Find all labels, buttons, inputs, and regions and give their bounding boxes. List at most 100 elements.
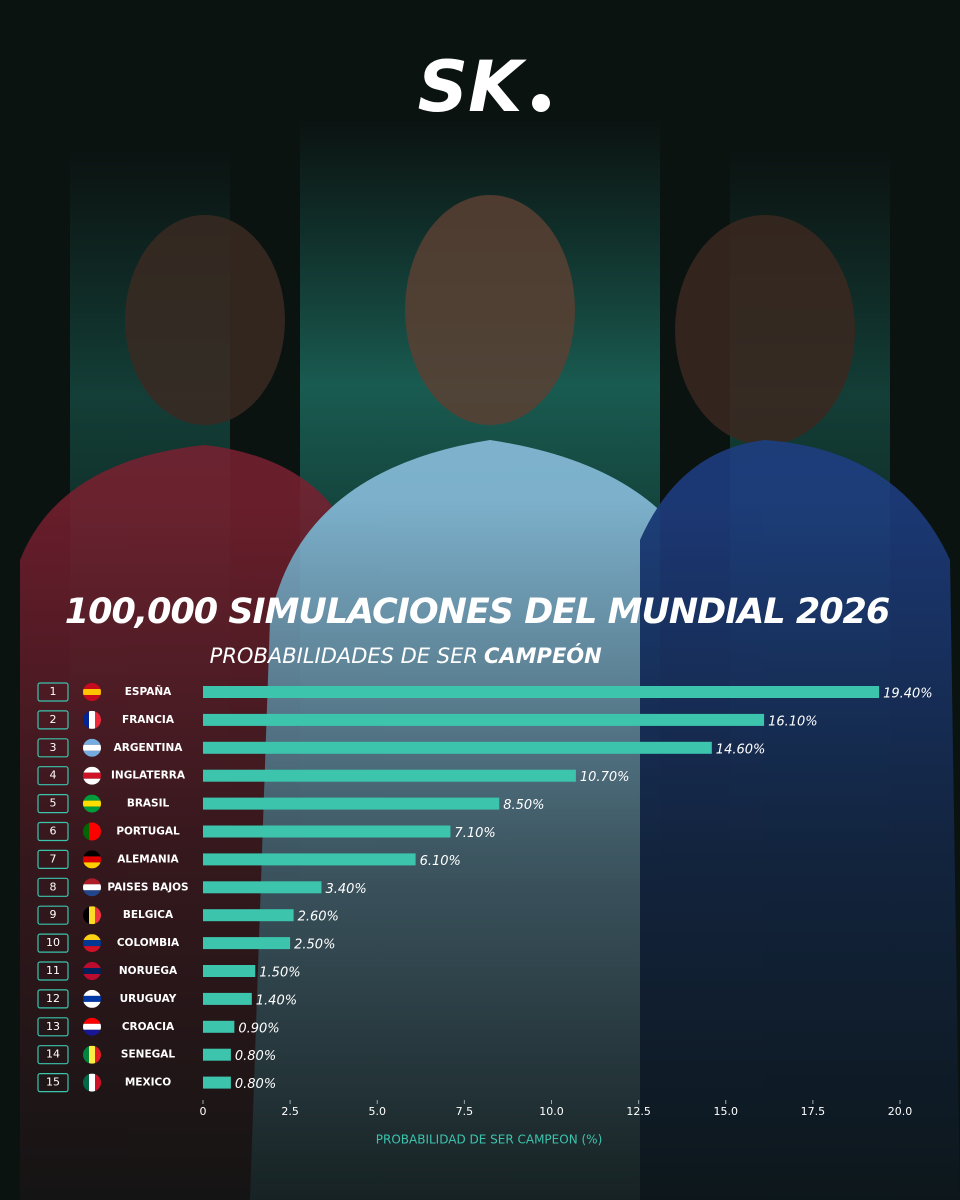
flag-stripe bbox=[83, 906, 89, 925]
rank-box bbox=[37, 849, 69, 870]
category-label: NORUEGA bbox=[119, 965, 178, 977]
flag-stripe bbox=[83, 884, 101, 891]
x-tick-label: 10.0 bbox=[539, 1105, 564, 1118]
flag bbox=[83, 683, 101, 701]
flag-stripe bbox=[83, 750, 101, 757]
chart-subtitle-emphasis: CAMPEÓN bbox=[484, 643, 602, 668]
rank-box bbox=[37, 1072, 69, 1093]
x-tick-label: 17.5 bbox=[801, 1105, 826, 1118]
value-label: 14.60% bbox=[716, 742, 766, 757]
x-tick-label: 12.5 bbox=[626, 1105, 651, 1118]
flag-stripe bbox=[83, 710, 89, 729]
rank-box bbox=[37, 933, 69, 953]
value-label: 2.60% bbox=[298, 910, 339, 925]
value-label: 2.50% bbox=[294, 938, 335, 953]
rank-box bbox=[37, 905, 69, 925]
x-axis-label: PROBABILIDAD DE SER CAMPEON (%) bbox=[376, 1133, 603, 1147]
bar bbox=[203, 1048, 231, 1061]
flag-stripe bbox=[83, 995, 101, 1002]
flag-stripe bbox=[83, 794, 101, 801]
logo-dot bbox=[532, 94, 550, 112]
flag-stripe bbox=[83, 738, 101, 745]
bar bbox=[203, 797, 500, 810]
flag-stripe bbox=[83, 800, 101, 807]
rank-box bbox=[37, 1045, 69, 1065]
category-label: CROACIA bbox=[122, 1021, 175, 1033]
flag bbox=[83, 822, 101, 841]
flag-stripe bbox=[83, 744, 101, 751]
flag-stripe bbox=[83, 856, 101, 863]
category-label: BRASIL bbox=[127, 798, 170, 810]
flag-stripe bbox=[83, 878, 101, 885]
flag-stripe bbox=[95, 906, 101, 925]
flag-stripe bbox=[83, 806, 101, 813]
x-tick-label: 7.5 bbox=[456, 1105, 474, 1118]
flag-stripe bbox=[83, 1045, 89, 1064]
rank-box bbox=[37, 821, 69, 842]
bar bbox=[203, 1020, 235, 1033]
x-tick-label: 20.0 bbox=[888, 1105, 913, 1118]
rank-label: 9 bbox=[50, 908, 57, 921]
rank-box bbox=[37, 766, 69, 786]
rank-box bbox=[37, 961, 69, 981]
flag-stripe bbox=[83, 772, 101, 779]
x-tick-label: 2.5 bbox=[281, 1105, 299, 1118]
rank-box bbox=[37, 738, 69, 758]
rank-label: 5 bbox=[50, 797, 57, 810]
category-label: FRANCIA bbox=[122, 714, 175, 726]
rank-label: 13 bbox=[46, 1020, 60, 1033]
rank-label: 15 bbox=[46, 1076, 60, 1089]
flag-stripe bbox=[83, 1073, 89, 1092]
overlay bbox=[0, 500, 960, 1200]
flag-stripe bbox=[83, 934, 101, 941]
flag-stripe bbox=[83, 989, 101, 996]
x-tick-label: 0 bbox=[200, 1105, 207, 1118]
rank-label: 2 bbox=[50, 713, 57, 726]
rank-label: 12 bbox=[46, 992, 60, 1005]
value-label: 1.40% bbox=[256, 993, 297, 1008]
rank-box bbox=[37, 710, 69, 730]
category-label: URUGUAY bbox=[120, 993, 177, 1005]
flag bbox=[83, 850, 101, 869]
rank-box bbox=[37, 877, 69, 897]
x-tick-label: 15.0 bbox=[714, 1105, 739, 1118]
category-label: INGLATERRA bbox=[111, 770, 186, 782]
rank-label: 14 bbox=[46, 1048, 60, 1061]
logo: SK bbox=[418, 46, 527, 128]
flag-stripe bbox=[95, 822, 101, 841]
chart-title: 100,000 SIMULACIONES DEL MUNDIAL 2026 bbox=[65, 592, 890, 632]
rank-label: 3 bbox=[50, 741, 57, 754]
rank-label: 1 bbox=[50, 685, 57, 698]
flag-stripe bbox=[83, 695, 101, 701]
value-label: 0.80% bbox=[235, 1077, 276, 1092]
flag bbox=[83, 710, 101, 729]
value-label: 16.10% bbox=[768, 714, 818, 729]
flag-stripe bbox=[83, 862, 101, 869]
rank-box bbox=[37, 1017, 69, 1037]
bar bbox=[203, 686, 880, 698]
category-label: SENEGAL bbox=[121, 1049, 175, 1061]
value-label: 10.70% bbox=[580, 770, 630, 785]
flag-stripe bbox=[83, 974, 101, 980]
bar bbox=[203, 769, 576, 782]
flag bbox=[83, 738, 101, 757]
chart-subtitle: PROBABILIDADES DE SER bbox=[210, 644, 478, 668]
rank-label: 4 bbox=[50, 769, 57, 782]
value-label: 3.40% bbox=[325, 882, 366, 897]
x-tick-label: 5.0 bbox=[369, 1105, 387, 1118]
bar bbox=[203, 825, 451, 838]
value-label: 0.80% bbox=[235, 1049, 276, 1064]
category-label: BELGICA bbox=[123, 909, 174, 921]
rank-box bbox=[37, 793, 69, 814]
flag-stripe bbox=[83, 689, 101, 695]
value-label: 0.90% bbox=[238, 1021, 279, 1036]
value-label: 8.50% bbox=[503, 798, 544, 813]
category-label: ESPAÑA bbox=[125, 685, 172, 698]
value-label: 19.40% bbox=[883, 687, 933, 702]
flag bbox=[83, 962, 101, 980]
flag-stripe bbox=[83, 962, 101, 968]
category-label: PAISES BAJOS bbox=[107, 881, 188, 893]
flag-stripe bbox=[95, 1045, 101, 1064]
category-label: ALEMANIA bbox=[117, 853, 179, 865]
